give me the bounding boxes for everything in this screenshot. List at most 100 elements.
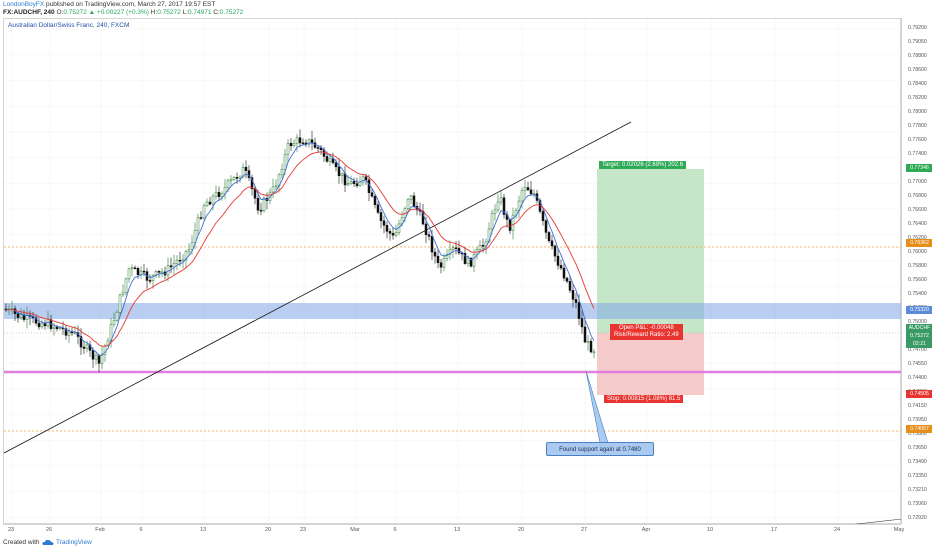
candle-body — [22, 314, 26, 320]
candle-body — [214, 192, 218, 197]
candle-body — [70, 331, 74, 334]
candle-body — [466, 257, 470, 264]
candle-body — [367, 179, 371, 193]
candle-body — [355, 183, 359, 187]
price-tick: 0.75400 — [908, 291, 927, 297]
candle-body — [289, 142, 293, 147]
candle-body — [445, 253, 449, 259]
candle-body — [442, 257, 446, 268]
time-tick: 10 — [706, 527, 714, 533]
time-tick: 13 — [199, 527, 207, 533]
stop-zone — [597, 333, 704, 395]
low-value: 0.74971 — [187, 9, 212, 16]
price-axis[interactable]: 0.79200 0.79050 0.78800 0.78600 0.78400 0.782… — [901, 18, 932, 524]
header-bar: LondonBoyFX published on TradingView.com… — [0, 0, 932, 18]
trend-line — [4, 121, 632, 454]
tradingview-brand[interactable]: TradingView — [56, 539, 92, 546]
candle-body — [310, 139, 314, 144]
candle-body — [19, 314, 23, 318]
candle-body — [229, 179, 233, 182]
ohlc-line: FX:AUDCHF, 240 O:0.75272 ▲ +0.00227 (+0.… — [3, 9, 243, 17]
candle-body — [130, 267, 134, 270]
candle-body — [376, 204, 380, 213]
candle-body — [319, 147, 323, 151]
candle-body — [340, 173, 344, 176]
candle-body — [133, 267, 137, 270]
candle-body — [583, 326, 587, 343]
candle-body — [481, 245, 485, 247]
candle-body — [394, 232, 398, 236]
candle-body — [559, 265, 563, 269]
candle-body — [526, 187, 530, 191]
candle-body — [232, 177, 236, 180]
chart-pane[interactable] — [3, 18, 902, 525]
price-tick: 0.73210 — [908, 487, 927, 493]
author-link[interactable]: LondonBoyFX — [3, 1, 45, 8]
candle-body — [112, 320, 116, 325]
support-callout[interactable]: Found support again at 0.7480 — [546, 442, 654, 456]
price-tick: 0.76000 — [908, 249, 927, 255]
candle-body — [262, 197, 266, 212]
candle-body — [307, 139, 311, 145]
candle-body — [196, 217, 200, 231]
candle-body — [328, 158, 332, 162]
tradingview-cloud-icon — [42, 539, 54, 546]
candle-body — [565, 277, 569, 282]
time-axis[interactable]: 23 26 Feb 6 13 20 23 Mar 6 13 20 27 Apr 10 17 24 May — [3, 524, 905, 537]
candle-body — [142, 270, 146, 273]
candle-body — [292, 143, 296, 147]
candle-body — [361, 176, 365, 183]
candle-body — [385, 225, 389, 232]
price-tick: 0.73800 — [908, 431, 927, 437]
price-tick: 0.77400 — [908, 151, 927, 157]
candle-body — [496, 201, 500, 211]
candle-body — [586, 340, 590, 343]
candle-body — [343, 173, 347, 186]
candle-body — [508, 219, 512, 231]
price-chart[interactable] — [4, 19, 902, 525]
price-tick: 0.73950 — [908, 417, 927, 423]
candle-body — [451, 247, 455, 250]
candle-body — [208, 201, 212, 205]
time-tick: 6 — [393, 527, 397, 533]
candle-body — [16, 313, 20, 318]
candle-body — [511, 214, 515, 231]
close-value: 0.75272 — [219, 9, 244, 16]
publish-text: published on TradingView.com, March 27, … — [44, 1, 216, 8]
price-label-low-orange: 0.74057 — [906, 425, 932, 433]
candle-body — [184, 251, 188, 261]
price-label-orange: 0.76362 — [906, 239, 932, 247]
candle-body — [160, 271, 164, 274]
created-with-text: Created with — [3, 539, 40, 546]
price-tick: 0.74400 — [908, 375, 927, 381]
time-tick: May — [893, 527, 905, 533]
chart-title: Australian Dollar/Swiss Franc, 240, FXCM — [8, 22, 130, 29]
candle-body — [388, 231, 392, 234]
candle-body — [364, 176, 368, 181]
price-tick: 0.73650 — [908, 445, 927, 451]
symbol-label: FX:AUDCHF, 240 — [3, 9, 55, 16]
candle-body — [382, 220, 386, 226]
candle-body — [220, 193, 224, 198]
candle-body — [358, 181, 362, 187]
time-tick: 20 — [264, 527, 272, 533]
candle-body — [37, 322, 41, 328]
candle-body — [577, 302, 581, 319]
candle-body — [520, 190, 524, 202]
price-tick: 0.72920 — [908, 515, 927, 521]
candle-body — [91, 350, 95, 360]
time-tick: 27 — [580, 527, 588, 533]
price-tick: 0.76400 — [908, 221, 927, 227]
price-tick: 0.78800 — [908, 53, 927, 59]
candle-body — [199, 217, 203, 219]
candle-body — [151, 275, 155, 281]
price-tick: 0.79050 — [908, 39, 927, 45]
candle-body — [592, 351, 596, 354]
candle-body — [247, 170, 251, 178]
open-pnl-text: Open P&L: -0.00048 — [618, 325, 674, 331]
open-label: O: — [56, 9, 64, 16]
candle-body — [484, 241, 488, 247]
candle-body — [373, 195, 377, 206]
candle-body — [34, 317, 38, 324]
candle-body — [85, 344, 89, 349]
